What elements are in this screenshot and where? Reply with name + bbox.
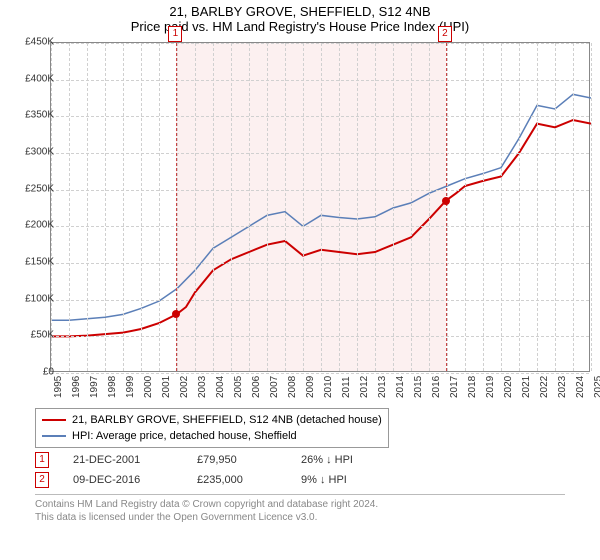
legend-label: 21, BARLBY GROVE, SHEFFIELD, S12 4NB (de… xyxy=(72,414,382,426)
legend-label: HPI: Average price, detached house, Shef… xyxy=(72,430,297,442)
x-axis-label: 2014 xyxy=(395,376,406,398)
x-axis-label: 2007 xyxy=(269,376,280,398)
x-axis-label: 2015 xyxy=(413,376,424,398)
data-point xyxy=(172,310,180,318)
x-axis-label: 2005 xyxy=(233,376,244,398)
legend-swatch xyxy=(42,435,66,437)
table-row: 2 09-DEC-2016 £235,000 9% ↓ HPI xyxy=(35,470,353,490)
table-row: 1 21-DEC-2001 £79,950 26% ↓ HPI xyxy=(35,450,353,470)
x-axis-label: 1996 xyxy=(71,376,82,398)
sale-marker: 2 xyxy=(35,472,49,488)
y-axis-label: £350K xyxy=(25,110,54,121)
x-axis-label: 2011 xyxy=(341,376,352,398)
x-axis-label: 1995 xyxy=(53,376,64,398)
plot-region xyxy=(50,42,590,372)
legend: 21, BARLBY GROVE, SHEFFIELD, S12 4NB (de… xyxy=(35,408,389,448)
x-axis-label: 2010 xyxy=(323,376,334,398)
y-axis-label: £150K xyxy=(25,257,54,268)
data-point xyxy=(442,197,450,205)
x-axis-label: 2006 xyxy=(251,376,262,398)
chart-container: 21, BARLBY GROVE, SHEFFIELD, S12 4NB Pri… xyxy=(0,0,600,560)
sale-date: 21-DEC-2001 xyxy=(73,454,173,466)
footer-line: This data is licensed under the Open Gov… xyxy=(35,511,378,524)
x-axis-label: 1997 xyxy=(89,376,100,398)
footer: Contains HM Land Registry data © Crown c… xyxy=(35,498,378,524)
x-axis-label: 2008 xyxy=(287,376,298,398)
x-axis-label: 2001 xyxy=(161,376,172,398)
x-axis-label: 2004 xyxy=(215,376,226,398)
x-axis-label: 2012 xyxy=(359,376,370,398)
x-axis-label: 2022 xyxy=(539,376,550,398)
y-axis-label: £200K xyxy=(25,220,54,231)
sale-delta: 9% ↓ HPI xyxy=(301,474,347,486)
x-axis-label: 2024 xyxy=(575,376,586,398)
y-axis-label: £100K xyxy=(25,293,54,304)
y-axis-label: £250K xyxy=(25,183,54,194)
sale-delta: 26% ↓ HPI xyxy=(301,454,353,466)
legend-item: HPI: Average price, detached house, Shef… xyxy=(42,428,382,444)
y-axis-label: £400K xyxy=(25,73,54,84)
sale-date: 09-DEC-2016 xyxy=(73,474,173,486)
y-axis-label: £50K xyxy=(31,330,54,341)
y-axis-label: £300K xyxy=(25,147,54,158)
x-axis-label: 2021 xyxy=(521,376,532,398)
sale-price: £235,000 xyxy=(197,474,277,486)
sale-price: £79,950 xyxy=(197,454,277,466)
x-axis-label: 2019 xyxy=(485,376,496,398)
legend-swatch xyxy=(42,419,66,421)
chart-area xyxy=(50,42,590,372)
x-axis-label: 2017 xyxy=(449,376,460,398)
chart-marker: 1 xyxy=(168,26,182,42)
x-axis-label: 2016 xyxy=(431,376,442,398)
y-axis-label: £450K xyxy=(25,37,54,48)
x-axis-label: 2000 xyxy=(143,376,154,398)
divider xyxy=(35,494,565,495)
sale-marker: 1 xyxy=(35,452,49,468)
chart-title: 21, BARLBY GROVE, SHEFFIELD, S12 4NB xyxy=(0,0,600,19)
x-axis-label: 2018 xyxy=(467,376,478,398)
x-axis-label: 2023 xyxy=(557,376,568,398)
x-axis-label: 2009 xyxy=(305,376,316,398)
x-axis-label: 1998 xyxy=(107,376,118,398)
sales-table: 1 21-DEC-2001 £79,950 26% ↓ HPI 2 09-DEC… xyxy=(35,450,353,490)
chart-subtitle: Price paid vs. HM Land Registry's House … xyxy=(0,19,600,40)
x-axis-label: 2002 xyxy=(179,376,190,398)
legend-item: 21, BARLBY GROVE, SHEFFIELD, S12 4NB (de… xyxy=(42,412,382,428)
chart-marker: 2 xyxy=(438,26,452,42)
footer-line: Contains HM Land Registry data © Crown c… xyxy=(35,498,378,511)
x-axis-label: 2003 xyxy=(197,376,208,398)
x-axis-label: 2025 xyxy=(593,376,600,398)
x-axis-label: 1999 xyxy=(125,376,136,398)
x-axis-label: 2020 xyxy=(503,376,514,398)
x-axis-label: 2013 xyxy=(377,376,388,398)
